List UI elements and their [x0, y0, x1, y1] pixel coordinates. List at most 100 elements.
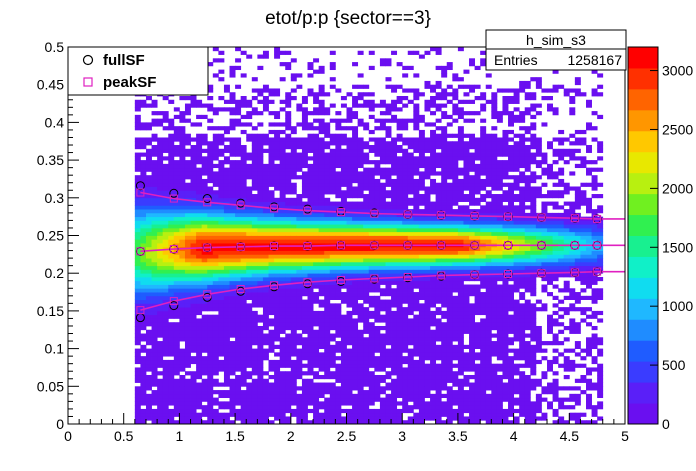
heatmap-cell: [246, 269, 253, 274]
heatmap-cell: [318, 156, 325, 161]
heatmap-cell: [212, 133, 219, 138]
heatmap-cell: [480, 194, 487, 199]
heatmap-cell: [279, 374, 286, 380]
heatmap-cell: [430, 167, 437, 172]
heatmap-cell: [430, 269, 437, 274]
heatmap-cell: [435, 118, 442, 123]
heatmap-cell: [335, 303, 342, 308]
heatmap-cell: [335, 145, 342, 150]
heatmap-cell: [268, 412, 275, 417]
heatmap-cell: [413, 137, 420, 142]
heatmap-cell: [173, 341, 180, 346]
heatmap-cell: [201, 356, 208, 361]
heatmap-cell: [184, 231, 191, 236]
heatmap-cell: [140, 126, 147, 131]
heatmap-cell: [240, 318, 247, 323]
heatmap-cell: [151, 258, 158, 263]
heatmap-cell: [223, 129, 230, 135]
heatmap-cell: [469, 145, 476, 150]
heatmap-cell: [262, 54, 269, 59]
heatmap-cell: [251, 378, 258, 383]
heatmap-cell: [307, 382, 314, 387]
heatmap-cell: [285, 114, 292, 120]
heatmap-cell: [452, 412, 459, 417]
heatmap-cell: [318, 356, 325, 361]
heatmap-cell: [290, 186, 297, 191]
heatmap-cell: [212, 322, 219, 327]
heatmap-cell: [318, 160, 325, 165]
heatmap-cell: [368, 310, 375, 316]
heatmap-cell: [480, 269, 487, 274]
heatmap-cell: [268, 310, 275, 316]
heatmap-cell: [285, 243, 292, 248]
heatmap-cell: [212, 194, 219, 199]
heatmap-cell: [279, 303, 286, 308]
heatmap-cell: [329, 292, 336, 297]
heatmap-cell: [352, 295, 359, 300]
heatmap-cell: [168, 341, 175, 346]
heatmap-cell: [257, 367, 264, 372]
heatmap-cell: [223, 224, 230, 229]
heatmap-cell: [290, 212, 297, 218]
heatmap-cell: [285, 205, 292, 210]
heatmap-cell: [251, 250, 258, 255]
heatmap-cell: [262, 412, 269, 417]
heatmap-cell: [157, 122, 164, 127]
heatmap-cell: [368, 209, 375, 214]
heatmap-cell: [145, 205, 152, 210]
heatmap-cell: [207, 171, 214, 176]
heatmap-cell: [324, 341, 331, 346]
heatmap-cell: [474, 397, 481, 402]
heatmap-cell: [363, 212, 370, 218]
heatmap-cell: [391, 329, 398, 334]
heatmap-cell: [435, 405, 442, 410]
heatmap-cell: [313, 337, 320, 342]
heatmap-cell: [357, 341, 364, 346]
heatmap-cell: [329, 412, 336, 417]
heatmap-cell: [285, 258, 292, 263]
heatmap-cell: [157, 329, 164, 334]
heatmap-cell: [246, 220, 253, 225]
heatmap-cell: [251, 152, 258, 157]
heatmap-cell: [279, 186, 286, 191]
heatmap-cell: [424, 310, 431, 316]
heatmap-cell: [184, 344, 191, 349]
heatmap-cell: [307, 194, 314, 199]
heatmap-cell: [368, 390, 375, 395]
heatmap-cell: [340, 401, 347, 406]
heatmap-cell: [324, 246, 331, 251]
heatmap-cell: [145, 280, 152, 285]
heatmap-cell: [346, 325, 353, 331]
heatmap-cell: [151, 378, 158, 383]
heatmap-cell: [201, 318, 208, 323]
heatmap-cell: [357, 337, 364, 342]
heatmap-cell: [352, 227, 359, 233]
heatmap-cell: [268, 303, 275, 308]
heatmap-cell: [324, 220, 331, 225]
heatmap-cell: [229, 363, 236, 368]
heatmap-cell: [207, 371, 214, 376]
heatmap-cell: [469, 231, 476, 236]
heatmap-cell: [279, 129, 286, 135]
heatmap-cell: [379, 239, 386, 244]
heatmap-cell: [279, 393, 286, 399]
heatmap-cell: [173, 197, 180, 202]
heatmap-cell: [480, 397, 487, 402]
heatmap-cell: [430, 220, 437, 225]
heatmap-cell: [424, 250, 431, 255]
heatmap-cell: [179, 163, 186, 169]
heatmap-cell: [173, 148, 180, 153]
heatmap-cell: [190, 197, 197, 202]
heatmap-cell: [151, 420, 158, 425]
heatmap-cell: [268, 231, 275, 236]
heatmap-cell: [157, 288, 164, 293]
heatmap-cell: [352, 356, 359, 361]
heatmap-cell: [134, 190, 141, 195]
heatmap-cell: [240, 209, 247, 214]
heatmap-cell: [340, 318, 347, 323]
heatmap-cell: [134, 367, 141, 372]
heatmap-cell: [184, 314, 191, 319]
heatmap-cell: [179, 220, 186, 225]
heatmap-cell: [407, 322, 414, 327]
heatmap-cell: [313, 273, 320, 278]
